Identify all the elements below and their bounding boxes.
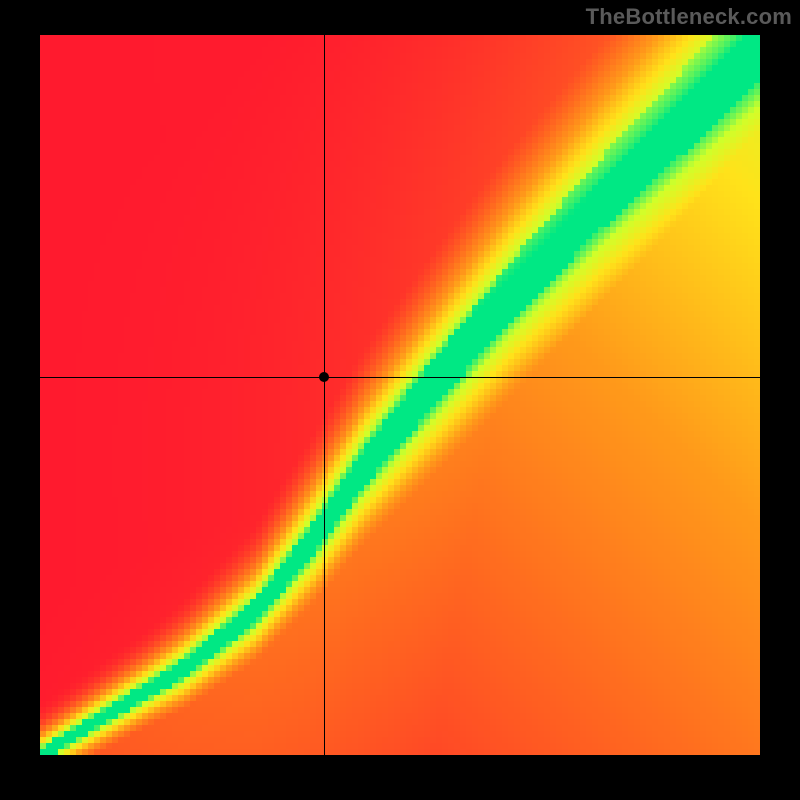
- chart-container: TheBottleneck.com: [0, 0, 800, 800]
- crosshair-vertical: [324, 35, 325, 755]
- crosshair-horizontal: [40, 377, 760, 378]
- crosshair-marker: [319, 372, 329, 382]
- watermark-text: TheBottleneck.com: [586, 4, 792, 30]
- heatmap-canvas: [40, 35, 760, 755]
